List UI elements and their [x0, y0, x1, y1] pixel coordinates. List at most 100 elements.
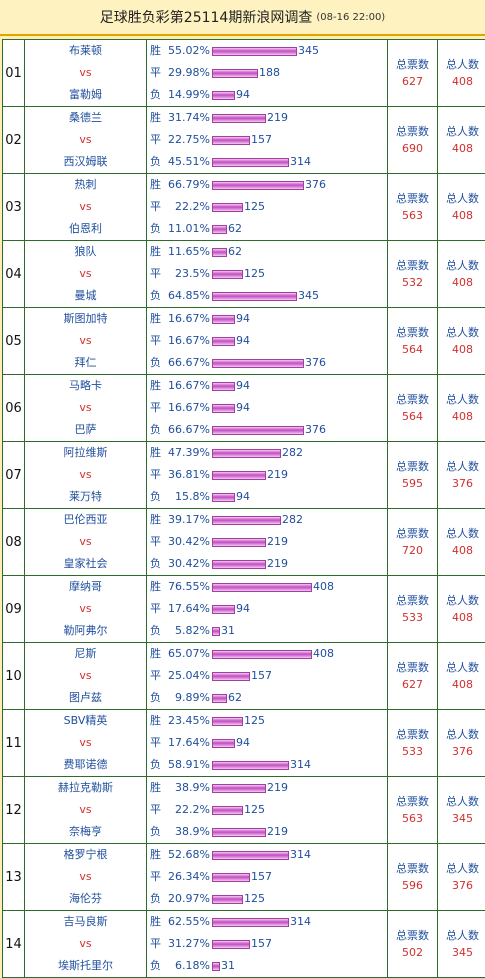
home-team[interactable]: 热刺 — [25, 174, 146, 196]
total-people-value: 408 — [438, 207, 485, 224]
stat-bar-loss — [212, 627, 220, 636]
total-tickets-label: 总票数 — [388, 793, 437, 810]
total-people-label: 总人数 — [438, 659, 485, 676]
stat-percent-win: 66.79% — [164, 174, 212, 196]
stat-count-draw: 219 — [267, 531, 288, 553]
away-team[interactable]: 拜仁 — [25, 352, 146, 374]
total-tickets-value: 533 — [388, 743, 437, 760]
stat-bar-loss — [212, 91, 235, 100]
home-team[interactable]: 巴伦西亚 — [25, 509, 146, 531]
stat-label-win: 胜 — [150, 844, 164, 866]
stat-count-loss: 62 — [228, 687, 242, 709]
stat-count-win: 408 — [313, 576, 334, 598]
away-team[interactable]: 皇家社会 — [25, 553, 146, 575]
total-tickets-label: 总票数 — [388, 324, 437, 341]
home-team[interactable]: 摩纳哥 — [25, 576, 146, 598]
stat-percent-draw: 31.27% — [164, 933, 212, 955]
away-team[interactable]: 伯恩利 — [25, 218, 146, 240]
total-people-value: 408 — [438, 408, 485, 425]
total-tickets-value: 563 — [388, 810, 437, 827]
stat-count-loss: 345 — [298, 285, 319, 307]
home-team[interactable]: 格罗宁根 — [25, 844, 146, 866]
stat-percent-loss: 30.42% — [164, 553, 212, 575]
stat-percent-draw: 25.04% — [164, 665, 212, 687]
away-team[interactable]: 莱万特 — [25, 486, 146, 508]
away-team[interactable]: 奈梅亨 — [25, 821, 146, 843]
stat-count-draw: 157 — [251, 665, 272, 687]
total-tickets-value: 532 — [388, 274, 437, 291]
vs-label: vs — [25, 799, 146, 821]
vs-label: vs — [25, 464, 146, 486]
stat-percent-win: 11.65% — [164, 241, 212, 263]
home-team[interactable]: 赫拉克勒斯 — [25, 777, 146, 799]
match-number: 06 — [3, 375, 25, 442]
home-team[interactable]: 布莱顿 — [25, 40, 146, 62]
home-team[interactable]: SBV精英 — [25, 710, 146, 732]
stat-count-loss: 376 — [305, 419, 326, 441]
stat-bar-win — [212, 784, 266, 793]
stat-label-loss: 负 — [150, 151, 164, 173]
away-team[interactable]: 西汉姆联 — [25, 151, 146, 173]
away-team[interactable]: 勒阿弗尔 — [25, 620, 146, 642]
stat-percent-draw: 22.2% — [164, 799, 212, 821]
stat-label-loss: 负 — [150, 754, 164, 776]
total-tickets-value: 564 — [388, 408, 437, 425]
total-people-value: 408 — [438, 140, 485, 157]
home-team[interactable]: 阿拉维斯 — [25, 442, 146, 464]
total-tickets-value: 533 — [388, 609, 437, 626]
stat-count-win: 282 — [282, 442, 303, 464]
stat-count-loss: 314 — [290, 754, 311, 776]
away-team[interactable]: 富勒姆 — [25, 84, 146, 106]
total-tickets-value: 720 — [388, 542, 437, 559]
total-people-value: 376 — [438, 475, 485, 492]
away-team[interactable]: 巴萨 — [25, 419, 146, 441]
stat-percent-win: 38.9% — [164, 777, 212, 799]
total-people-label: 总人数 — [438, 190, 485, 207]
home-team[interactable]: 狼队 — [25, 241, 146, 263]
home-team[interactable]: 马略卡 — [25, 375, 146, 397]
total-people-label: 总人数 — [438, 793, 485, 810]
home-team[interactable]: 吉马良斯 — [25, 911, 146, 933]
stat-percent-loss: 5.82% — [164, 620, 212, 642]
home-team[interactable]: 桑德兰 — [25, 107, 146, 129]
stat-count-loss: 125 — [244, 888, 265, 910]
vs-label: vs — [25, 665, 146, 687]
stat-bar-win — [212, 851, 289, 860]
home-team[interactable]: 斯图加特 — [25, 308, 146, 330]
away-team[interactable]: 埃斯托里尔 — [25, 955, 146, 977]
away-team[interactable]: 图卢兹 — [25, 687, 146, 709]
stat-label-loss: 负 — [150, 285, 164, 307]
stat-count-win: 376 — [305, 174, 326, 196]
stat-percent-draw: 23.5% — [164, 263, 212, 285]
match-number: 09 — [3, 576, 25, 643]
stat-percent-draw: 17.64% — [164, 598, 212, 620]
stat-label-loss: 负 — [150, 553, 164, 575]
match-number: 05 — [3, 308, 25, 375]
stat-label-loss: 负 — [150, 352, 164, 374]
away-team[interactable]: 海伦芬 — [25, 888, 146, 910]
away-team[interactable]: 费耶诺德 — [25, 754, 146, 776]
away-team[interactable]: 曼城 — [25, 285, 146, 307]
home-team[interactable]: 尼斯 — [25, 643, 146, 665]
stat-bar-win — [212, 449, 281, 458]
stat-bar-win — [212, 650, 312, 659]
stat-label-draw: 平 — [150, 129, 164, 151]
